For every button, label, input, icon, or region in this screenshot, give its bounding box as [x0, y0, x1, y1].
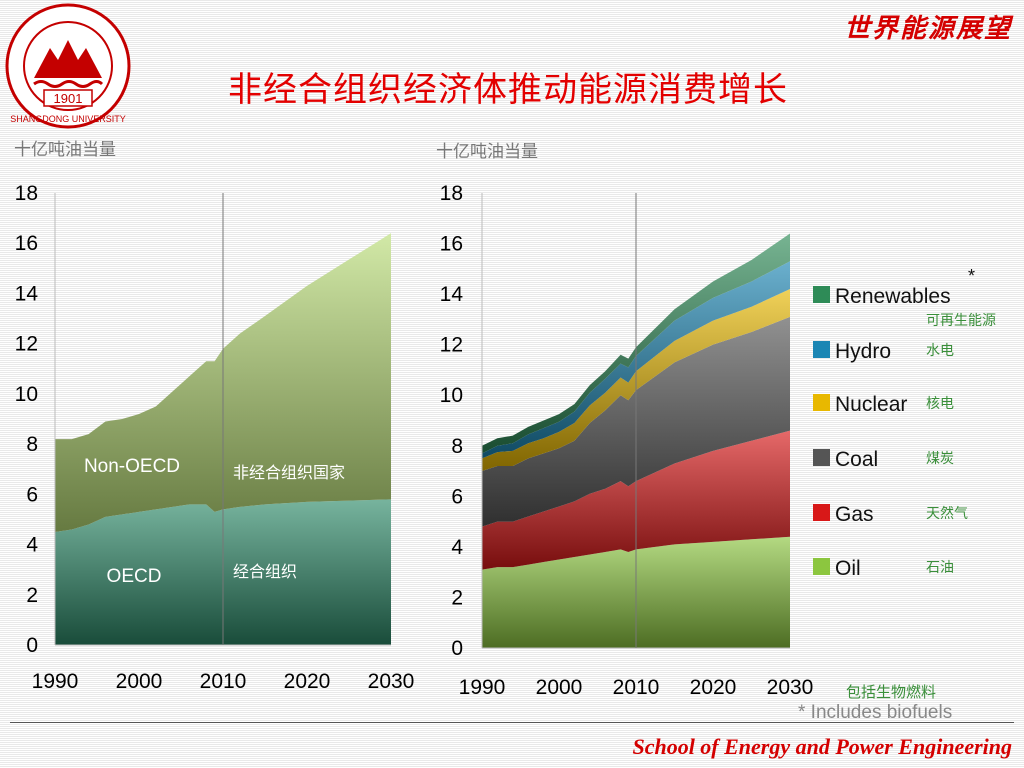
legend-label-nuclear: Nuclear	[835, 393, 907, 416]
y-tick-label: 12	[15, 333, 38, 356]
logo-year: 1901	[54, 91, 83, 106]
series-label-oecd: OECD	[107, 566, 162, 587]
x-tick-label: 2020	[690, 676, 737, 699]
footer-text: School of Energy and Power Engineering	[632, 734, 1012, 759]
y-tick-label: 0	[26, 634, 38, 657]
legend-label-hydro: Hydro	[835, 340, 891, 363]
legend-swatch-oil	[813, 558, 830, 575]
y-tick-label: 18	[440, 182, 463, 205]
series-label-non-oecd: Non-OECD	[84, 456, 180, 477]
y-tick-label: 0	[451, 637, 463, 660]
logo-inner-ring	[23, 21, 113, 111]
y-tick-label: 18	[15, 182, 38, 205]
legend-swatch-gas	[813, 504, 830, 521]
legend-label-cn-nuclear: 核电	[926, 396, 954, 412]
x-tick-label: 2000	[116, 670, 163, 693]
y-tick-label: 16	[15, 232, 38, 255]
y-tick-label: 12	[440, 334, 463, 357]
legend-label-coal: Coal	[835, 448, 878, 471]
x-tick-label: 2010	[613, 676, 660, 699]
wave-icon	[33, 80, 104, 88]
y-tick-label: 8	[26, 433, 38, 456]
y-tick-label: 10	[440, 384, 463, 407]
logo-text: SHANGDONG UNIVERSITY	[10, 114, 126, 124]
section-label: 世界能源展望	[843, 14, 1012, 44]
mountain-icon	[34, 40, 102, 78]
logo-year-box	[43, 89, 93, 107]
legend-swatch-hydro	[813, 341, 830, 358]
legend-label-renewables: Renewables	[835, 285, 951, 308]
legend-label-cn-gas: 天然气	[926, 505, 968, 522]
x-tick-label: 2030	[368, 670, 415, 693]
x-tick-label: 1990	[32, 670, 79, 693]
y-tick-label: 6	[451, 485, 463, 508]
page-title: 非经合组织经济体推动能源消费增长	[228, 70, 788, 110]
university-logo: 1901 SHANGDONG UNIVERSITY	[5, 3, 131, 129]
y-tick-label: 4	[451, 536, 463, 559]
y-tick-label: 16	[440, 233, 463, 256]
legend-label-cn-coal: 煤炭	[926, 451, 954, 467]
legend-asterisk: *	[968, 266, 975, 286]
x-tick-label: 2020	[284, 670, 331, 693]
series-label-non-oecd-cn: 非经合组织国家	[233, 463, 345, 482]
x-tick-label: 2010	[200, 670, 247, 693]
footer-divider	[10, 722, 1014, 723]
legend-swatch-coal	[813, 449, 830, 466]
y-tick-label: 14	[15, 282, 39, 305]
footnote-cn: 包括生物燃料	[846, 683, 936, 701]
y-tick-label: 4	[26, 534, 38, 557]
y-axis-unit-label: 十亿吨油当量	[436, 142, 538, 162]
legend-label-gas: Gas	[835, 503, 874, 526]
legend-label-cn-oil: 石油	[926, 560, 954, 576]
y-tick-label: 2	[26, 584, 38, 607]
footnote-biofuels: * Includes biofuels	[798, 702, 952, 723]
legend-swatch-nuclear	[813, 394, 830, 411]
legend-label-cn-hydro: 水电	[926, 343, 954, 359]
legend-label-oil: Oil	[835, 557, 861, 580]
y-tick-label: 2	[451, 586, 463, 609]
y-tick-label: 10	[15, 383, 38, 406]
y-axis-unit-label: 十亿吨油当量	[14, 140, 116, 160]
legend-swatch-renewables	[813, 286, 830, 303]
y-tick-label: 6	[26, 483, 38, 506]
x-tick-label: 1990	[459, 676, 506, 699]
area-renewables	[482, 233, 790, 454]
series-label-oecd-cn: 经合组织	[233, 562, 297, 581]
legend-label-cn-renewables: 可再生能源	[926, 313, 996, 329]
y-tick-label: 8	[451, 435, 463, 458]
x-tick-label: 2000	[536, 676, 583, 699]
x-tick-label: 2030	[767, 676, 814, 699]
y-tick-label: 14	[440, 283, 464, 306]
